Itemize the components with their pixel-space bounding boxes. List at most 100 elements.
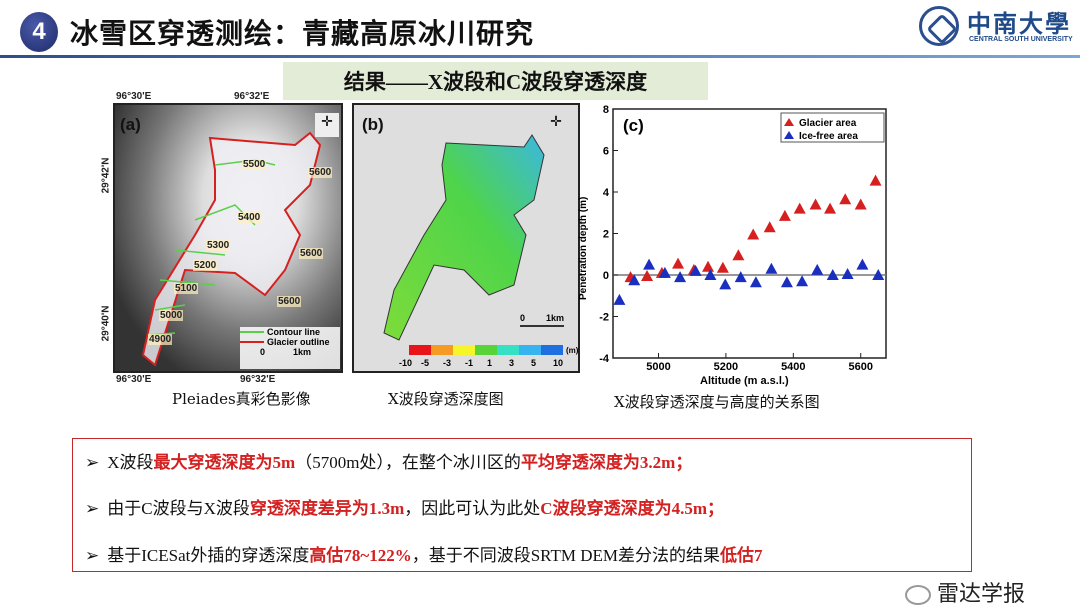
university-logo: 中南大學 CENTRAL SOUTH UNIVERSITY — [915, 4, 1075, 50]
section-number-badge: 4 — [20, 12, 58, 52]
ice-free-point — [674, 271, 687, 283]
colorbar-segment — [519, 345, 541, 355]
bullet-text: 基于ICESat外插的穿透深度 — [107, 546, 310, 565]
legend-entry: Ice-free area — [799, 131, 858, 142]
contour-label: 5600 — [277, 296, 302, 307]
title-divider — [0, 55, 1080, 58]
ice-free-point — [704, 269, 717, 280]
highlight-text: 最大穿透深度为5m — [153, 453, 296, 472]
ice-free-point — [826, 269, 839, 280]
scale-bar: 0 1km — [520, 313, 564, 327]
caption-a: Pleiades真彩色影像 — [172, 390, 311, 408]
map-legend: Contour line Glacier outline 0 1km — [240, 327, 340, 369]
glacier-point — [824, 202, 837, 214]
legend-marker-icon — [784, 118, 794, 126]
lon-label: 96°32'E — [234, 91, 270, 102]
pleiades-image-map: (a) ✛ 5500 5600 5400 5300 5200 5600 5100… — [113, 103, 343, 373]
glacier-point — [839, 193, 852, 205]
glacier-point — [869, 174, 882, 186]
panel-label: (a) — [120, 115, 141, 134]
contour-label: 5000 — [159, 310, 184, 321]
wechat-icon — [905, 585, 931, 605]
glacier-point — [641, 270, 654, 282]
colorbar — [409, 345, 563, 355]
ice-free-point — [749, 276, 762, 288]
colorbar-segment — [453, 345, 475, 355]
highlight-text: 低估7 — [720, 546, 763, 565]
glacier-point — [854, 198, 867, 210]
logo-english-name: CENTRAL SOUTH UNIVERSITY — [969, 36, 1073, 43]
x-tick-label: 5000 — [646, 361, 670, 373]
contour-label: 5400 — [237, 212, 262, 223]
legend-marker-icon — [784, 131, 794, 139]
bullet-line: ➢ 由于C波段与X波段穿透深度差异为1.3m，因此可认为此处C波段穿透深度为4.5… — [85, 494, 724, 519]
y-tick-label: -4 — [599, 353, 610, 365]
x-tick-label: 5200 — [714, 361, 738, 373]
glacier-point — [809, 198, 822, 210]
panel-label: (c) — [623, 116, 644, 135]
y-tick-label: 8 — [603, 104, 609, 116]
colorbar-tick: -1 — [465, 358, 474, 368]
bullet-text: X波段 — [107, 453, 154, 472]
caption-b: X波段穿透深度图 — [388, 390, 504, 408]
glacier-point — [702, 260, 715, 272]
ice-free-point — [856, 258, 869, 270]
penetration-raster — [383, 134, 545, 341]
watermark-text: 雷达学报 — [937, 582, 1026, 607]
colorbar-segment — [541, 345, 563, 355]
contour-label: 4900 — [148, 334, 173, 345]
colorbar-unit: (m) — [566, 346, 579, 355]
bullet-marker-icon: ➢ — [85, 499, 100, 518]
watermark: 雷达学报 — [905, 576, 1025, 608]
x-band-penetration-map: (b) ✛ 0 1km (m) -10 -5 -3 -1 1 3 5 10 — [352, 103, 580, 373]
bullet-text: 由于C波段与X波段 — [107, 499, 250, 518]
bullet-text: （5700m处），在整个冰川区的 — [295, 453, 521, 472]
legend-outline: Glacier outline — [267, 337, 330, 347]
ice-free-point — [643, 258, 656, 270]
bullet-line: ➢ 基于ICESat外插的穿透深度高估78~122%，基于不同波段SRTM DEM… — [85, 541, 763, 566]
glacier-point — [672, 257, 685, 269]
logo-chinese-name: 中南大學 — [967, 9, 1071, 38]
y-tick-label: 2 — [603, 229, 609, 241]
y-tick-label: 6 — [603, 146, 609, 158]
glacier-point — [732, 249, 745, 261]
colorbar-tick: 5 — [531, 358, 537, 368]
colorbar-tick: 3 — [509, 358, 515, 368]
penetration-altitude-chart: -4 -2 0 2 4 6 8 5000 5200 5400 5600 (c) Glacier area… — [599, 104, 887, 373]
ice-free-point — [841, 267, 854, 279]
scale-km: 1km — [293, 347, 312, 357]
contour-label: 5600 — [308, 167, 333, 178]
bullet-text: ，基于不同波段SRTM DEM差分法的结果 — [411, 546, 721, 565]
slide-title: 冰雪区穿透测绘：青藏高原冰川研究 — [70, 17, 535, 50]
y-tick-label: -2 — [599, 312, 609, 324]
section-subtitle: 结果——X波段和C波段穿透深度 — [283, 62, 708, 100]
colorbar-segment — [475, 345, 497, 355]
scale-zero: 0 — [260, 347, 266, 357]
x-tick-label: 5600 — [848, 361, 872, 373]
scale-zero: 0 — [520, 313, 526, 323]
contour-label: 5100 — [174, 283, 199, 294]
lon-label: 96°30'E — [116, 374, 152, 385]
ice-free-point — [689, 264, 702, 276]
glacier-point — [716, 261, 729, 273]
highlight-text: 平均穿透深度为3.2m； — [520, 453, 693, 472]
north-arrow-icon: ✛ — [315, 113, 339, 137]
colorbar-segment — [431, 345, 453, 355]
conclusion-box: ➢ X波段最大穿透深度为5m（5700m处），在整个冰川区的平均穿透深度为3.2m… — [72, 438, 972, 572]
colorbar-tick: 10 — [553, 358, 564, 368]
panel-label: (b) — [362, 115, 384, 134]
legend-entry: Glacier area — [799, 118, 857, 129]
plot-frame — [612, 108, 887, 359]
ice-free-point — [872, 269, 885, 280]
ice-free-point — [658, 266, 671, 278]
lat-label: 29°40'N — [100, 305, 112, 342]
y-axis-label: Penetration depth (m) — [578, 196, 589, 300]
glacier-point — [763, 221, 776, 233]
glacier-point — [793, 202, 806, 214]
contour-label: 5600 — [299, 248, 324, 259]
ice-free-point — [780, 276, 793, 288]
contour-label: 5300 — [206, 240, 231, 251]
north-arrow-icon: ✛ — [550, 113, 562, 129]
outline-swatch — [240, 341, 264, 343]
highlight-text: 高估78~122% — [309, 546, 412, 565]
